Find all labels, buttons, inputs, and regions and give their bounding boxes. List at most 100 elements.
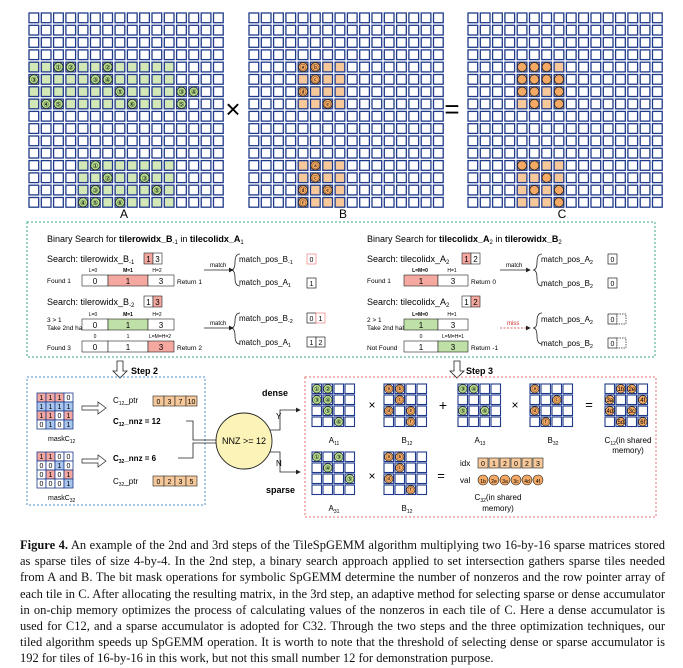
matrix-cell [639,159,651,171]
matrix-cell [77,147,89,159]
tile-cell [416,405,428,417]
ptr-h: H=2 [152,268,162,274]
matrix-cell [565,135,577,147]
mask-bit-value: 1 [67,472,71,479]
nonzero-label: ① [92,162,98,170]
idx-cell [510,457,522,469]
matrix-cell [200,86,212,98]
matrix-cell [528,123,540,135]
matrix-cell [200,147,212,159]
tile-nonzero [605,406,615,416]
c12-ptr-array: 0 3 7 10 [152,395,198,407]
matrix-cell [163,73,175,85]
matrix-cell [139,110,151,122]
matrix-cell [590,86,602,98]
matrix-cell [334,172,346,184]
matrix-cell [346,12,358,24]
left-row1-search-vals: 1 3 [143,252,163,265]
matrix-cell [371,49,383,61]
svg-text:0: 0 [157,479,161,486]
tile-cell [405,473,417,485]
matrix-cell [309,86,321,98]
matrix-cell [602,196,614,208]
matrix-cell [248,61,260,73]
yes-label: Y [276,412,282,421]
nonzero-marker [541,62,552,73]
matrix-cell [334,61,346,73]
tile-nonzero-label: ⓐ [386,385,392,393]
matrix-cell [639,123,651,135]
tile-nonzero [627,406,637,416]
matrix-cell [590,12,602,24]
svg-text:0: 0 [93,343,98,352]
matrix-cell [602,159,614,171]
svg-text:1: 1 [146,255,151,264]
matrix-cell [346,36,358,48]
mask-c32: 1 1 0 00 0 1 00 1 0 10 0 0 1 [36,451,74,489]
matrix-cell [151,147,163,159]
matrix-cell [578,135,590,147]
matrix-cell [371,36,383,48]
matrix-cell [40,86,52,98]
matrix-cell [359,196,371,208]
matrix-a-label: A [120,207,128,221]
matrix-cell [639,110,651,122]
tile-nonzero-label: ③ [336,454,341,461]
tile-cell [394,473,406,485]
matrix-cell [28,172,40,184]
matrix-cell [28,184,40,196]
matrix-cell [297,135,309,147]
matrix-cell [639,98,651,110]
matrix-cell [651,184,663,196]
matrix-cell [602,147,614,159]
svg-text:0: 0 [93,321,98,330]
nonzero-label: ⓒ [312,174,319,182]
matrix-cell [40,61,52,73]
matrix-cell [651,49,663,61]
matrix-cell [371,135,383,147]
matrix-cell [565,196,577,208]
svg-text:3: 3 [159,321,164,330]
tile-cell [562,416,574,428]
matrix-cell [114,49,126,61]
c32-nnz-label: C32_nnz = 6 [113,454,157,465]
tile-nonzero [530,406,540,416]
val-cell-label: 4f [536,479,541,485]
ptr2-b: 1 [127,334,130,340]
tile-nonzero-label: 3a [606,398,613,404]
svg-text:5: 5 [190,479,194,486]
mask-bit-value: 0 [40,463,44,470]
matrix-cell [528,110,540,122]
matrix-cell [578,147,590,159]
matrix-cell [541,98,553,110]
matrix-cell [651,24,663,36]
matrix-cell [395,147,407,159]
matrix-cell [212,98,224,110]
svg-text:1: 1 [464,255,469,264]
matrix-cell [467,196,479,208]
step3-title: Step 3 [466,366,493,376]
matrix-cell [163,147,175,159]
matrix-cell [420,98,432,110]
matrix-cell [89,86,101,98]
val-cell-label: 3a [502,479,508,485]
matrix-cell [139,147,151,159]
matrix-cell [420,49,432,61]
matrix-cell [553,12,565,24]
matrix-cell [590,123,602,135]
matrix-cell [602,36,614,48]
matrix-cell [163,12,175,24]
matrix-cell [28,36,40,48]
mask-bit-value: 1 [40,404,44,411]
matrix-cell [359,61,371,73]
matrix-cell [297,73,309,85]
matrix-cell [553,135,565,147]
matrix-cell [504,98,516,110]
matrix-cell [479,73,491,85]
matrix-cell [420,184,432,196]
matrix-cell [602,123,614,135]
tile-cell [562,383,574,395]
matrix-cell [334,110,346,122]
matrix-cell [126,61,138,73]
matrix-cell [163,184,175,196]
